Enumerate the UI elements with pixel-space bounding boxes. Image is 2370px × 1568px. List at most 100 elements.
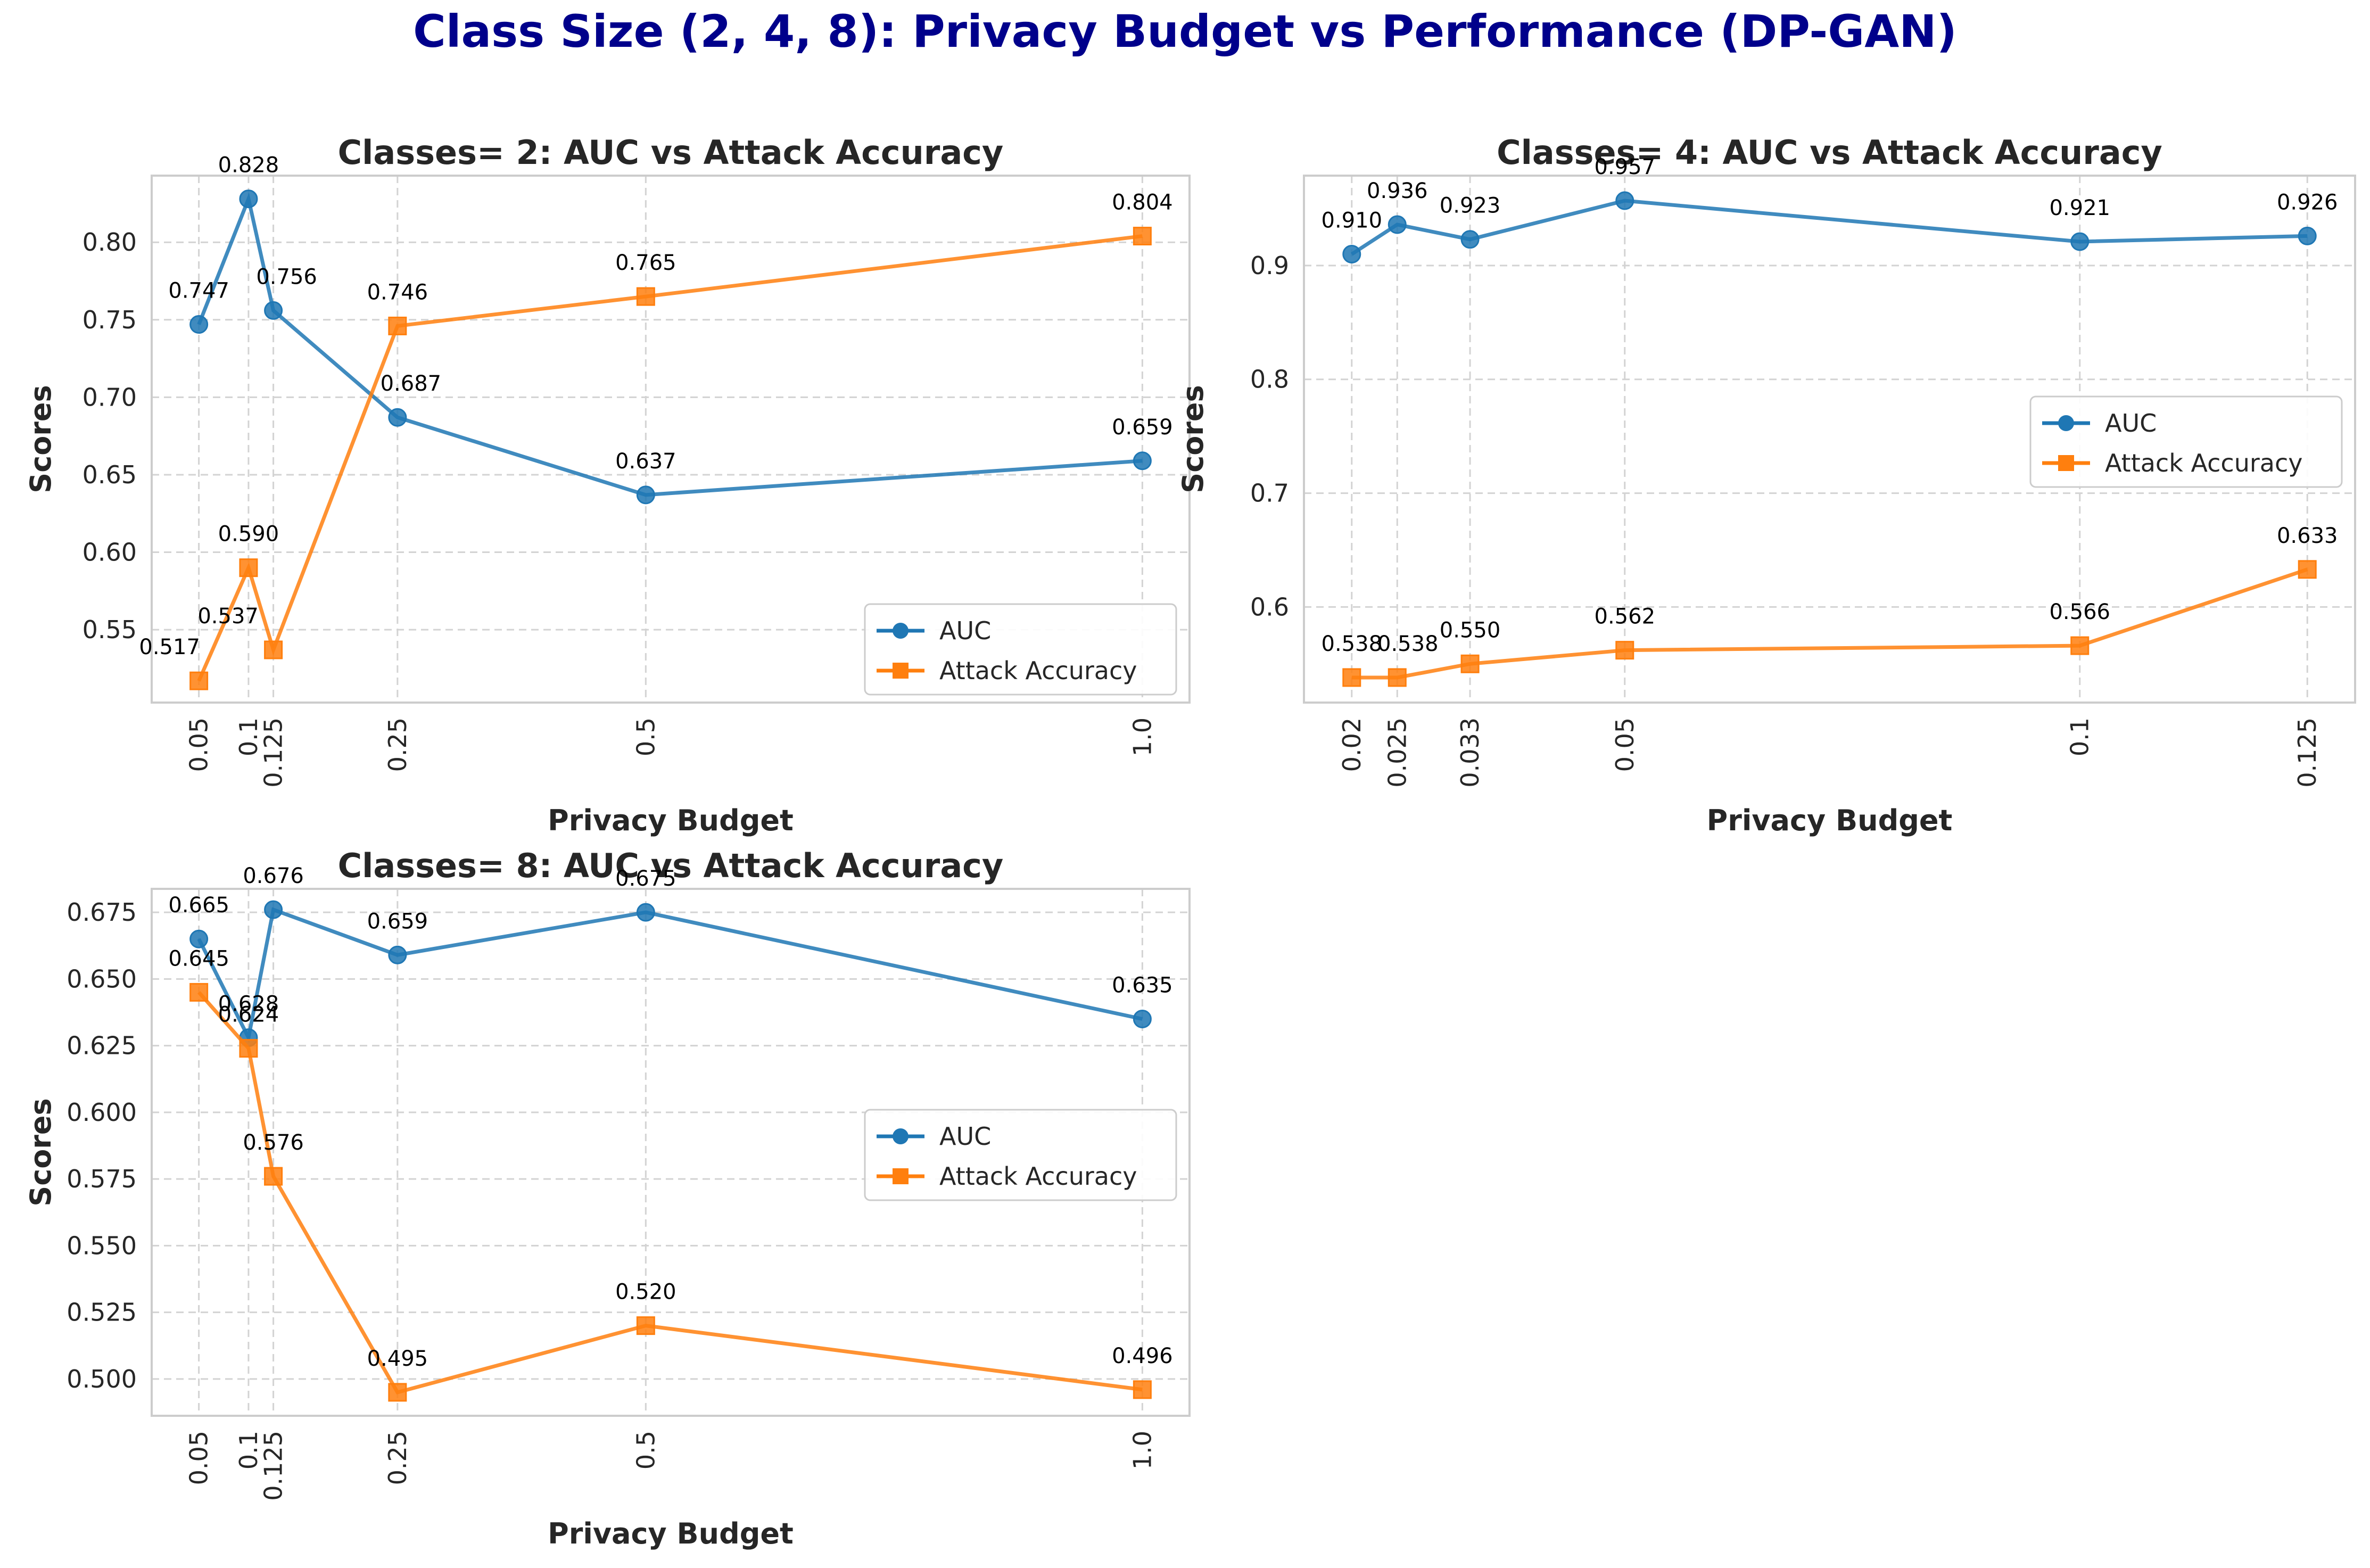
y-tick-label: 0.75 bbox=[82, 306, 137, 334]
auc-point bbox=[189, 929, 209, 948]
data-label: 0.517 bbox=[139, 635, 200, 659]
data-label: 0.659 bbox=[1112, 415, 1173, 440]
x-tick-label: 0.25 bbox=[383, 717, 412, 772]
auc-point bbox=[2070, 232, 2090, 251]
data-label: 0.562 bbox=[1595, 605, 1656, 629]
auc-point bbox=[2298, 226, 2317, 245]
legend-label: Attack Accuracy bbox=[939, 1162, 1137, 1191]
y-tick-label: 0.7 bbox=[1250, 479, 1289, 508]
attack-accuracy-line bbox=[197, 234, 1143, 682]
y-tick-label: 0.600 bbox=[67, 1098, 137, 1127]
y-axis-label: Scores bbox=[24, 385, 57, 493]
auc-point bbox=[189, 315, 209, 334]
x-axis-label: Privacy Budget bbox=[548, 1517, 794, 1550]
x-tick-label: 0.5 bbox=[631, 1431, 660, 1470]
y-tick-label: 0.675 bbox=[67, 898, 137, 927]
y-axis-label: Scores bbox=[24, 1098, 57, 1206]
y-tick-label: 0.650 bbox=[67, 964, 137, 993]
y-tick-label: 0.625 bbox=[67, 1031, 137, 1060]
attack-accuracy-point bbox=[239, 558, 258, 577]
y-tick-label: 0.60 bbox=[82, 538, 137, 567]
y-tick-label: 0.500 bbox=[67, 1365, 137, 1393]
subplot-classes-8: 0.500 0.525 0.550 0.575 0.600 0.625 0.650 0.675… bbox=[24, 846, 1191, 1550]
attack-accuracy-point bbox=[189, 983, 209, 1002]
attack-accuracy-point bbox=[239, 1039, 258, 1058]
data-label: 0.576 bbox=[243, 1130, 304, 1155]
attack-accuracy-line bbox=[197, 991, 1143, 1394]
data-label: 0.756 bbox=[256, 265, 317, 289]
attack-accuracy-point bbox=[2298, 560, 2317, 579]
data-label: 0.921 bbox=[2049, 196, 2110, 220]
x-tick-label: 0.1 bbox=[234, 1431, 263, 1470]
y-tick-label: 0.55 bbox=[82, 615, 137, 644]
data-label: 0.828 bbox=[218, 153, 279, 178]
data-label: 0.923 bbox=[1440, 194, 1501, 218]
data-label: 0.957 bbox=[1595, 155, 1656, 179]
auc-point bbox=[636, 903, 655, 922]
attack-accuracy-point bbox=[1460, 654, 1480, 673]
legend-label: AUC bbox=[2105, 409, 2157, 438]
x-tick-label: 0.25 bbox=[383, 1431, 412, 1485]
attack-accuracy-point bbox=[636, 1316, 655, 1335]
x-tick-label: 0.05 bbox=[185, 717, 213, 772]
attack-accuracy-point bbox=[1615, 641, 1634, 660]
data-label: 0.747 bbox=[168, 279, 229, 303]
x-tick-label: 0.05 bbox=[185, 1431, 213, 1485]
data-label: 0.538 bbox=[1322, 632, 1383, 656]
subplot-title: Classes= 4: AUC vs Attack Accuracy bbox=[1497, 133, 2162, 172]
x-tick-label: 0.125 bbox=[2293, 717, 2322, 788]
data-label: 0.624 bbox=[218, 1003, 279, 1027]
attack-accuracy-point bbox=[1133, 1380, 1152, 1399]
attack-accuracy-point bbox=[264, 1167, 283, 1186]
data-label: 0.659 bbox=[367, 909, 428, 934]
data-label: 0.538 bbox=[1377, 632, 1439, 656]
x-tick-label: 0.125 bbox=[259, 717, 288, 788]
x-tick-label: 0.125 bbox=[259, 1431, 288, 1501]
data-label: 0.633 bbox=[2277, 524, 2338, 548]
auc-line bbox=[197, 192, 1143, 497]
attack-accuracy-point bbox=[2070, 636, 2090, 655]
legend-marker-square bbox=[2058, 455, 2074, 471]
data-label: 0.645 bbox=[168, 946, 229, 971]
y-tick-label: 0.8 bbox=[1250, 365, 1289, 394]
data-label: 0.520 bbox=[615, 1280, 676, 1305]
auc-point bbox=[239, 189, 258, 209]
data-label: 0.496 bbox=[1112, 1344, 1173, 1368]
x-tick-label: 1.0 bbox=[1128, 1431, 1157, 1470]
subplot-classes-2: 0.55 0.60 0.65 0.70 0.75 0.80 0.05 0.10.125 0.25… bbox=[24, 133, 1191, 837]
legend-label: AUC bbox=[939, 616, 991, 645]
auc-point bbox=[1342, 245, 1361, 264]
data-label: 0.936 bbox=[1367, 179, 1428, 203]
attack-accuracy-point bbox=[1388, 668, 1407, 687]
data-label: 0.665 bbox=[168, 893, 229, 918]
legend-label: Attack Accuracy bbox=[2105, 449, 2302, 477]
data-label: 0.590 bbox=[218, 522, 279, 547]
attack-accuracy-point bbox=[1133, 227, 1152, 246]
auc-point bbox=[1460, 230, 1480, 249]
y-tick-label: 0.550 bbox=[67, 1231, 137, 1260]
x-tick-label: 0.033 bbox=[1456, 717, 1484, 788]
data-label: 0.765 bbox=[615, 251, 676, 275]
subplot-classes-4: 0.6 0.7 0.8 0.9 0.02 0.025 0.033 0.05 0.1 0.125 Pr… bbox=[1176, 133, 2356, 837]
data-label: 0.635 bbox=[1112, 973, 1173, 997]
data-label: 0.628 bbox=[218, 992, 279, 1017]
auc-point bbox=[264, 301, 283, 320]
y-tick-label: 0.80 bbox=[82, 228, 137, 257]
data-label: 0.804 bbox=[1112, 191, 1173, 215]
auc-line bbox=[197, 907, 1143, 1044]
x-tick-label: 0.02 bbox=[1337, 717, 1366, 772]
legend-marker-circle bbox=[893, 1128, 909, 1144]
y-tick-label: 0.575 bbox=[67, 1165, 137, 1193]
plot-frame bbox=[1303, 175, 2356, 704]
attack-accuracy-point bbox=[1342, 668, 1361, 687]
auc-point bbox=[388, 408, 407, 427]
data-label: 0.637 bbox=[615, 449, 676, 474]
subplot-title: Classes= 8: AUC vs Attack Accuracy bbox=[338, 846, 1004, 885]
data-label: 0.675 bbox=[615, 866, 676, 891]
legend-label: AUC bbox=[939, 1122, 991, 1151]
legend-label: Attack Accuracy bbox=[939, 656, 1137, 685]
x-tick-label: 0.05 bbox=[1611, 717, 1639, 772]
figure-title: Class Size (2, 4, 8): Privacy Budget vs … bbox=[413, 5, 1957, 57]
x-tick-label: 1.0 bbox=[1128, 717, 1157, 756]
